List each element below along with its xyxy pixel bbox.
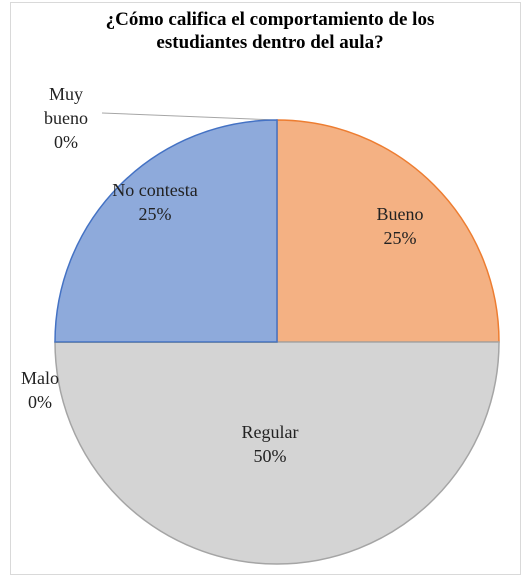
category-label: Regular (241, 422, 299, 442)
chart-title: ¿Cómo califica el comportamiento de los … (105, 9, 435, 53)
slice-label: Bueno 25% (360, 202, 440, 250)
pie-slice (276, 119, 500, 343)
category-label: Muy bueno (44, 84, 88, 128)
category-label: Malo (21, 368, 59, 388)
value-label: 25% (383, 228, 417, 248)
value-label: 0% (54, 132, 78, 152)
pie-slice (54, 341, 500, 565)
value-label: 0% (28, 392, 52, 412)
value-label: 25% (138, 204, 172, 224)
category-label: Bueno (376, 204, 424, 224)
pie-slice (54, 119, 278, 343)
value-label: 50% (253, 446, 287, 466)
slice-label: Muy bueno 0% (38, 82, 94, 154)
leader-line (101, 112, 278, 121)
category-label: No contesta (112, 180, 198, 200)
slice-label: Regular 50% (220, 420, 320, 468)
slice-label: Malo 0% (12, 366, 68, 414)
chart-border (10, 2, 521, 575)
slice-label: No contesta 25% (110, 178, 200, 226)
